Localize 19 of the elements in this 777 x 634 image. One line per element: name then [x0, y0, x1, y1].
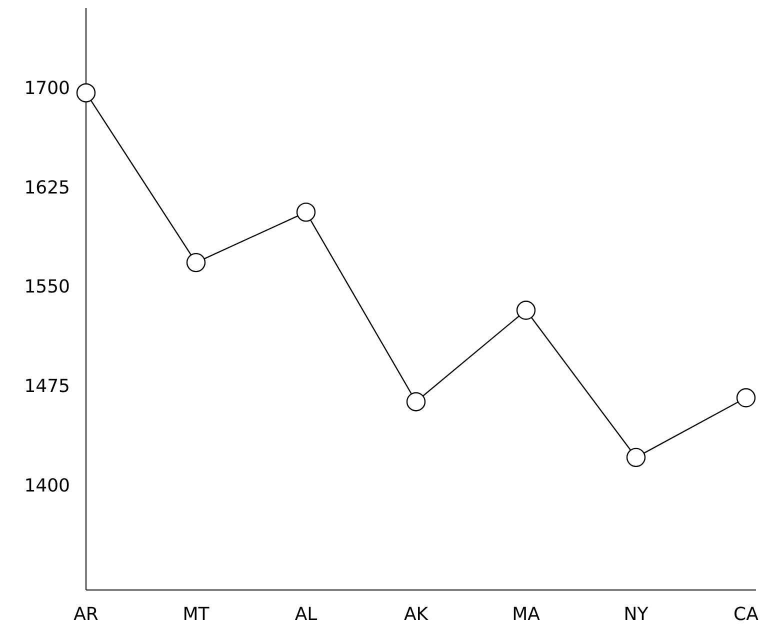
- y-tick-label: 1625: [24, 177, 70, 198]
- point: [406, 392, 426, 412]
- point: [736, 388, 756, 408]
- x-tick-label: AL: [294, 604, 318, 625]
- x-tick-label: CA: [734, 604, 760, 625]
- point: [76, 83, 96, 102]
- x-tick-label: MA: [512, 604, 541, 625]
- x-tick-label: MT: [182, 604, 210, 625]
- y-tick-label: 1475: [24, 376, 70, 398]
- x-tick-label: AK: [404, 604, 430, 625]
- point: [516, 300, 536, 320]
- x-tick-label: AR: [74, 604, 98, 625]
- y-tick-label: 1550: [24, 276, 70, 298]
- y-tick-label: 1700: [24, 78, 70, 99]
- point: [626, 448, 646, 468]
- point: [296, 202, 316, 222]
- point: [186, 252, 206, 272]
- y-tick-label: 1400: [24, 476, 70, 497]
- x-tick-label: NY: [624, 604, 650, 625]
